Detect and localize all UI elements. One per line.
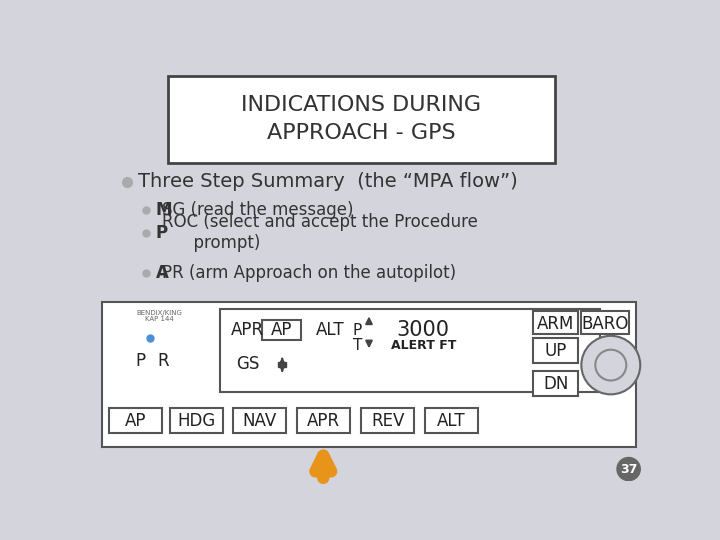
Circle shape — [581, 336, 640, 394]
FancyBboxPatch shape — [168, 76, 555, 163]
Text: M: M — [156, 200, 172, 219]
Circle shape — [595, 350, 626, 381]
Text: SG (read the message): SG (read the message) — [162, 200, 354, 219]
Text: 3000: 3000 — [397, 320, 450, 340]
Text: P: P — [135, 352, 145, 370]
Text: Three Step Summary  (the “MPA flow”): Three Step Summary (the “MPA flow”) — [138, 172, 518, 191]
Text: ARM: ARM — [537, 314, 575, 333]
Text: 37: 37 — [620, 463, 637, 476]
FancyBboxPatch shape — [262, 320, 301, 340]
FancyBboxPatch shape — [534, 338, 578, 363]
FancyBboxPatch shape — [233, 408, 286, 433]
Text: DN: DN — [543, 375, 569, 393]
Circle shape — [617, 457, 640, 481]
Text: GS: GS — [235, 355, 259, 373]
Text: HDG: HDG — [177, 411, 215, 429]
FancyBboxPatch shape — [534, 372, 578, 396]
Text: APR: APR — [231, 321, 264, 340]
Text: R: R — [158, 352, 169, 370]
FancyBboxPatch shape — [425, 408, 477, 433]
FancyBboxPatch shape — [170, 408, 222, 433]
Text: ALT: ALT — [316, 321, 345, 340]
FancyBboxPatch shape — [220, 309, 600, 392]
Text: AP: AP — [125, 411, 146, 429]
Text: T: T — [353, 339, 362, 353]
Text: BARO: BARO — [582, 314, 629, 333]
Text: BENDIX/KING: BENDIX/KING — [137, 310, 183, 316]
FancyBboxPatch shape — [581, 311, 629, 334]
Text: KAP 144: KAP 144 — [145, 316, 174, 322]
Text: NAV: NAV — [243, 411, 277, 429]
Text: A: A — [156, 264, 168, 282]
Text: ALERT FT: ALERT FT — [390, 339, 456, 353]
FancyBboxPatch shape — [297, 408, 350, 433]
Text: P: P — [353, 323, 362, 338]
Text: INDICATIONS DURING
APPROACH - GPS: INDICATIONS DURING APPROACH - GPS — [241, 96, 481, 144]
Text: APR: APR — [307, 411, 340, 429]
FancyBboxPatch shape — [534, 311, 578, 334]
Text: P: P — [156, 224, 168, 242]
FancyBboxPatch shape — [102, 302, 636, 447]
Text: ALT: ALT — [437, 411, 465, 429]
Text: ROC (select and accept the Procedure
      prompt): ROC (select and accept the Procedure pro… — [162, 213, 478, 252]
FancyBboxPatch shape — [361, 408, 414, 433]
FancyBboxPatch shape — [109, 408, 162, 433]
Text: UP: UP — [544, 342, 567, 360]
Text: AP: AP — [271, 321, 292, 340]
FancyBboxPatch shape — [279, 362, 286, 367]
Text: PR (arm Approach on the autopilot): PR (arm Approach on the autopilot) — [162, 264, 456, 282]
Text: REV: REV — [371, 411, 405, 429]
